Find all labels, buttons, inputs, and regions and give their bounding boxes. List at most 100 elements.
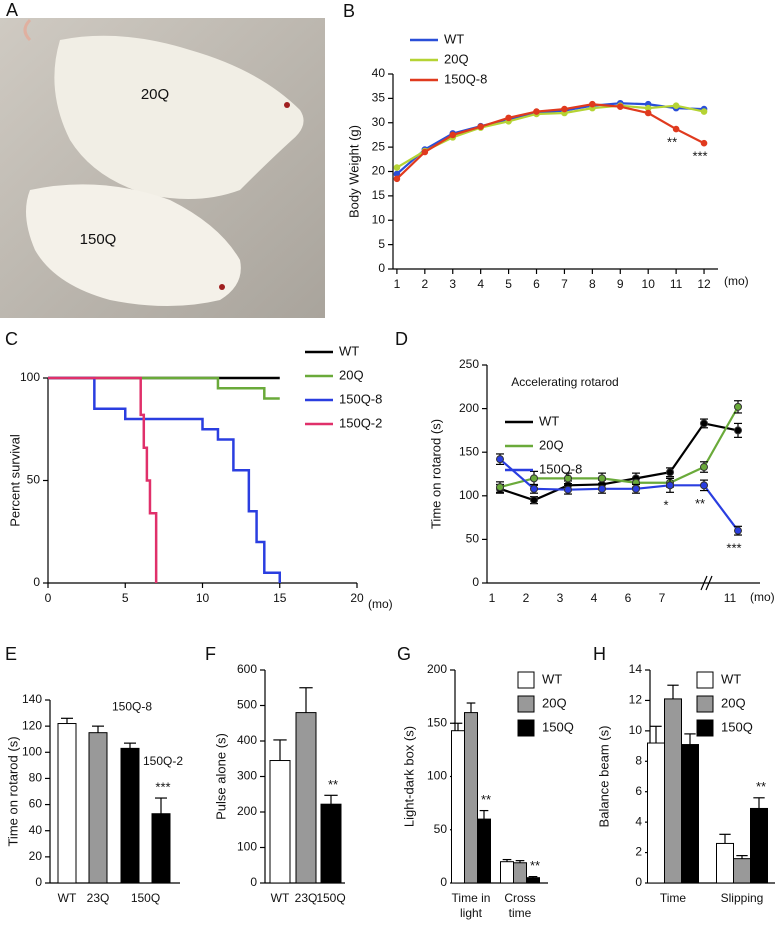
x-tick-label: 150Q (316, 891, 345, 905)
marker (672, 102, 680, 109)
photo-label: 20Q (141, 86, 169, 103)
y-tick-label: 120 (22, 718, 42, 732)
marker (505, 114, 512, 122)
x-tick-label: 10 (196, 591, 210, 605)
annotation: ** (667, 135, 677, 150)
x-tick-label: 20 (350, 591, 364, 605)
y-tick-label: 200 (427, 662, 447, 676)
x-tick-label: Time (660, 891, 687, 905)
y-tick-label: 100 (459, 488, 479, 502)
y-tick-label: 150 (427, 715, 447, 729)
x-tick-label: WT (58, 891, 77, 905)
marker (449, 131, 457, 139)
marker (666, 481, 674, 490)
panel-label: C (5, 329, 18, 349)
series-line (48, 376, 281, 583)
legend-swatch (696, 719, 714, 737)
x-tick-label: 6 (533, 277, 540, 291)
x-tick-label: time (509, 906, 532, 920)
marker (632, 484, 640, 493)
panel-label: E (5, 644, 17, 664)
y-tick-label: 10 (629, 723, 643, 737)
marker (598, 474, 606, 483)
x-tick-label: 5 (505, 277, 512, 291)
marker (700, 108, 708, 115)
y-tick-label: 100 (237, 840, 257, 854)
y-tick-label: 30 (372, 115, 386, 129)
x-tick-label: 4 (591, 591, 598, 605)
marker (700, 463, 708, 472)
y-tick-label: 0 (33, 575, 40, 589)
legend-label: WT (444, 31, 464, 46)
annotation: *** (726, 540, 741, 555)
bar (295, 712, 317, 884)
marker (598, 484, 606, 493)
marker (734, 426, 742, 435)
y-tick-label: 2 (635, 845, 642, 859)
series-line (48, 376, 158, 583)
panel-label: H (593, 644, 606, 664)
y-tick-label: 0 (440, 875, 447, 889)
y-tick-label: 100 (20, 370, 40, 384)
bar (716, 842, 734, 884)
marker (700, 481, 708, 490)
y-axis-label: Body Weight (g) (346, 125, 361, 218)
legend-label: 150Q-8 (444, 71, 487, 86)
bar (750, 807, 768, 884)
bar (647, 742, 665, 884)
y-tick-label: 0 (378, 261, 385, 275)
marker (561, 105, 568, 113)
legend-label: WT (721, 671, 741, 686)
eye (284, 102, 290, 108)
y-tick-label: 50 (466, 532, 480, 546)
x-tick-label: Slipping (721, 891, 764, 905)
panel-label: B (343, 1, 355, 21)
y-tick-label: 0 (250, 875, 257, 889)
y-tick-label: 600 (237, 662, 257, 676)
y-tick-label: 80 (29, 771, 43, 785)
legend-label: 20Q (721, 695, 746, 710)
y-axis-label: Pulse alone (s) (213, 733, 228, 820)
legend-label: 20Q (542, 695, 567, 710)
bar (513, 862, 527, 884)
series-line (396, 104, 705, 169)
legend-label: 20Q (339, 367, 364, 382)
bar (664, 698, 682, 884)
y-tick-label: 150 (459, 444, 479, 458)
x-tick-label: 12 (697, 277, 711, 291)
y-tick-label: 40 (372, 66, 386, 80)
x-tick-label: Cross (504, 891, 535, 905)
mouse-150q (26, 184, 241, 306)
y-tick-label: 6 (635, 784, 642, 798)
marker (672, 125, 680, 133)
bar (57, 723, 77, 884)
y-tick-label: 50 (27, 473, 41, 487)
y-tick-label: 4 (635, 814, 642, 828)
legend-swatch (696, 671, 714, 689)
y-tick-label: 40 (29, 823, 43, 837)
marker (530, 484, 538, 493)
y-tick-label: 12 (629, 693, 643, 707)
mouse-20q (54, 35, 304, 199)
marker (564, 474, 572, 483)
x-tick-label: 7 (659, 591, 666, 605)
x-tick-label: 3 (557, 591, 564, 605)
marker (666, 468, 674, 477)
annotation: ** (328, 777, 338, 792)
x-tick-label: 11 (670, 277, 683, 291)
bar (88, 732, 108, 884)
bar (451, 730, 465, 884)
legend-label: 150Q-8 (339, 391, 382, 406)
y-tick-label: 500 (237, 698, 257, 712)
x-tick-label: 2 (421, 277, 428, 291)
marker (533, 108, 540, 115)
annotation: ** (695, 496, 705, 511)
marker (393, 164, 401, 171)
bar (269, 760, 291, 884)
marker (477, 123, 484, 130)
x-axis-label: (mo) (750, 590, 775, 604)
marker (496, 455, 504, 464)
x-tick-label: 6 (625, 591, 632, 605)
legend-label: 20Q (539, 437, 564, 452)
marker (700, 139, 708, 147)
